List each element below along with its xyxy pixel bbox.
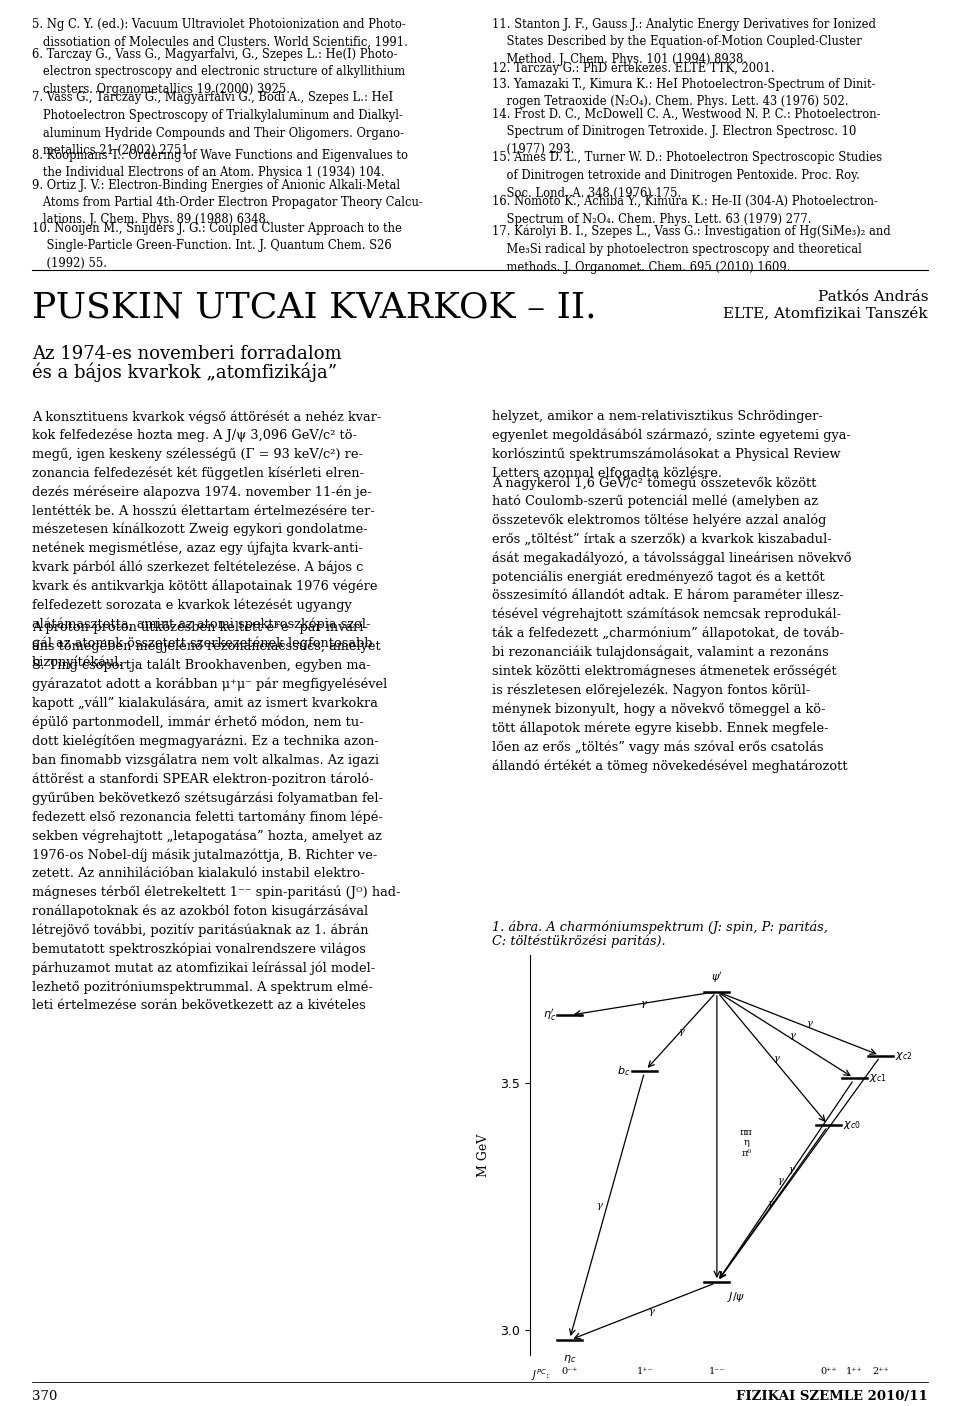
Text: $\chi_{c0}$: $\chi_{c0}$ xyxy=(843,1119,860,1132)
Text: γ: γ xyxy=(788,1164,794,1174)
Text: $\eta_c$: $\eta_c$ xyxy=(563,1353,576,1365)
Text: 15. Ames D. L., Turner W. D.: Photoelectron Spectroscopic Studies
    of Dinitro: 15. Ames D. L., Turner W. D.: Photoelect… xyxy=(492,152,882,200)
Text: Patkós András: Patkós András xyxy=(818,290,928,304)
Text: 6. Tarczay G., Vass G., Magyarfalvi, G., Szepes L.: He(I) Photo-
   electron spe: 6. Tarczay G., Vass G., Magyarfalvi, G.,… xyxy=(32,48,405,96)
Y-axis label: M GeV: M GeV xyxy=(477,1133,490,1177)
Text: 370: 370 xyxy=(32,1391,58,1403)
Text: A nagykéról 1,6 GeV/c² tömegű összetevők között
ható Coulomb-szerű potenciál mel: A nagykéról 1,6 GeV/c² tömegű összetevők… xyxy=(492,477,852,773)
Text: 17. Károlyi B. I., Szepes L., Vass G.: Investigation of Hg(SiMe₃)₂ and
    Me₃Si: 17. Károlyi B. I., Szepes L., Vass G.: I… xyxy=(492,225,891,274)
Text: $\eta_c'$: $\eta_c'$ xyxy=(543,1007,556,1024)
Text: $b_c$: $b_c$ xyxy=(617,1064,631,1078)
Text: 0⁺⁺: 0⁺⁺ xyxy=(820,1368,837,1376)
Text: γ: γ xyxy=(640,998,646,1008)
Text: γ: γ xyxy=(767,1199,773,1208)
Text: ππ
η
π⁰: ππ η π⁰ xyxy=(740,1128,753,1157)
Text: γ: γ xyxy=(648,1306,654,1316)
Text: $\chi_{c1}$: $\chi_{c1}$ xyxy=(869,1073,887,1084)
Text: γ: γ xyxy=(805,1019,811,1028)
Text: 9. Ortiz J. V.: Electron-Binding Energies of Anionic Alkali-Metal
   Atoms from : 9. Ortiz J. V.: Electron-Binding Energie… xyxy=(32,179,422,226)
Text: γ: γ xyxy=(789,1031,795,1039)
Text: 0⁻⁺: 0⁻⁺ xyxy=(561,1368,578,1376)
Text: PUSKIN UTCAI KVARKOK – II.: PUSKIN UTCAI KVARKOK – II. xyxy=(32,290,596,323)
Text: 7. Vass G., Tarczay G., Magyarfalvi G., Bodi A., Szepes L.: HeI
   Photoelectron: 7. Vass G., Tarczay G., Magyarfalvi G., … xyxy=(32,91,404,157)
Text: ELTE, Atomfizikai Tanszék: ELTE, Atomfizikai Tanszék xyxy=(724,307,928,321)
Text: 8. Koopmans T.: Ordering of Wave Functions and Eigenvalues to
   the Individual : 8. Koopmans T.: Ordering of Wave Functio… xyxy=(32,149,408,179)
Text: 12. Tarczay G.: PhD értekezés. ELTE TTK, 2001.: 12. Tarczay G.: PhD értekezés. ELTE TTK,… xyxy=(492,62,775,75)
Text: 1⁻⁻: 1⁻⁻ xyxy=(708,1368,725,1376)
Text: Az 1974-es novemberi forradalom: Az 1974-es novemberi forradalom xyxy=(32,344,342,363)
Text: C: töltéstükrözési paritás).: C: töltéstükrözési paritás). xyxy=(492,934,665,948)
Text: γ: γ xyxy=(678,1026,684,1036)
Text: γ: γ xyxy=(773,1054,779,1063)
Text: 16. Nomoto K., Achiba Y., Kimura K.: He-II (304-A) Photoelectron-
    Spectrum o: 16. Nomoto K., Achiba Y., Kimura K.: He-… xyxy=(492,195,877,225)
Text: $\psi'$: $\psi'$ xyxy=(711,970,723,984)
Text: 14. Frost D. C., McDowell C. A., Westwood N. P. C.: Photoelectron-
    Spectrum : 14. Frost D. C., McDowell C. A., Westwoo… xyxy=(492,108,880,156)
Text: 1. ábra. A charmóniumspektrum (J: spin, P: paritás,: 1. ábra. A charmóniumspektrum (J: spin, … xyxy=(492,920,828,934)
Text: 5. Ng C. Y. (ed.): Vacuum Ultraviolet Photoionization and Photo-
   dissotiation: 5. Ng C. Y. (ed.): Vacuum Ultraviolet Ph… xyxy=(32,18,408,48)
Text: helyzet, amikor a nem-relativisztikus Schrödinger-
egyenlet megoldásából származ: helyzet, amikor a nem-relativisztikus Sc… xyxy=(492,411,851,479)
Text: 2⁺⁺: 2⁺⁺ xyxy=(873,1368,889,1376)
Text: 1⁺⁺: 1⁺⁺ xyxy=(846,1368,863,1376)
Text: 13. Yamazaki T., Kimura K.: HeI Photoelectron-Spectrum of Dinit-
    rogen Tetra: 13. Yamazaki T., Kimura K.: HeI Photoele… xyxy=(492,77,876,108)
Text: $\chi_{c2}$: $\chi_{c2}$ xyxy=(896,1050,913,1062)
Text: A proton-proton ütközésben keltett e⁺e⁻ pár invari-
áns tömegében megjelenő rezo: A proton-proton ütközésben keltett e⁺e⁻ … xyxy=(32,621,400,1012)
Text: FIZIKAI SZEMLE 2010/11: FIZIKAI SZEMLE 2010/11 xyxy=(736,1391,928,1403)
Text: γ: γ xyxy=(778,1175,783,1185)
Text: $J^{PC}$:: $J^{PC}$: xyxy=(531,1368,550,1384)
Text: 10. Nooijen M., Snijders J. G.: Coupled Cluster Approach to the
    Single-Parti: 10. Nooijen M., Snijders J. G.: Coupled … xyxy=(32,222,402,270)
Text: 11. Stanton J. F., Gauss J.: Analytic Energy Derivatives for Ionized
    States : 11. Stanton J. F., Gauss J.: Analytic En… xyxy=(492,18,876,66)
Text: A konsztituens kvarkok végső áttörését a nehéz kvar-
kok felfedezése hozta meg. : A konsztituens kvarkok végső áttörését a… xyxy=(32,411,381,669)
Text: $J/\psi$: $J/\psi$ xyxy=(727,1289,745,1303)
Text: γ: γ xyxy=(596,1201,602,1211)
Text: és a bájos kvarkok „atomfizikája”: és a bájos kvarkok „atomfizikája” xyxy=(32,363,337,382)
Text: 1⁺⁻: 1⁺⁻ xyxy=(636,1368,653,1376)
